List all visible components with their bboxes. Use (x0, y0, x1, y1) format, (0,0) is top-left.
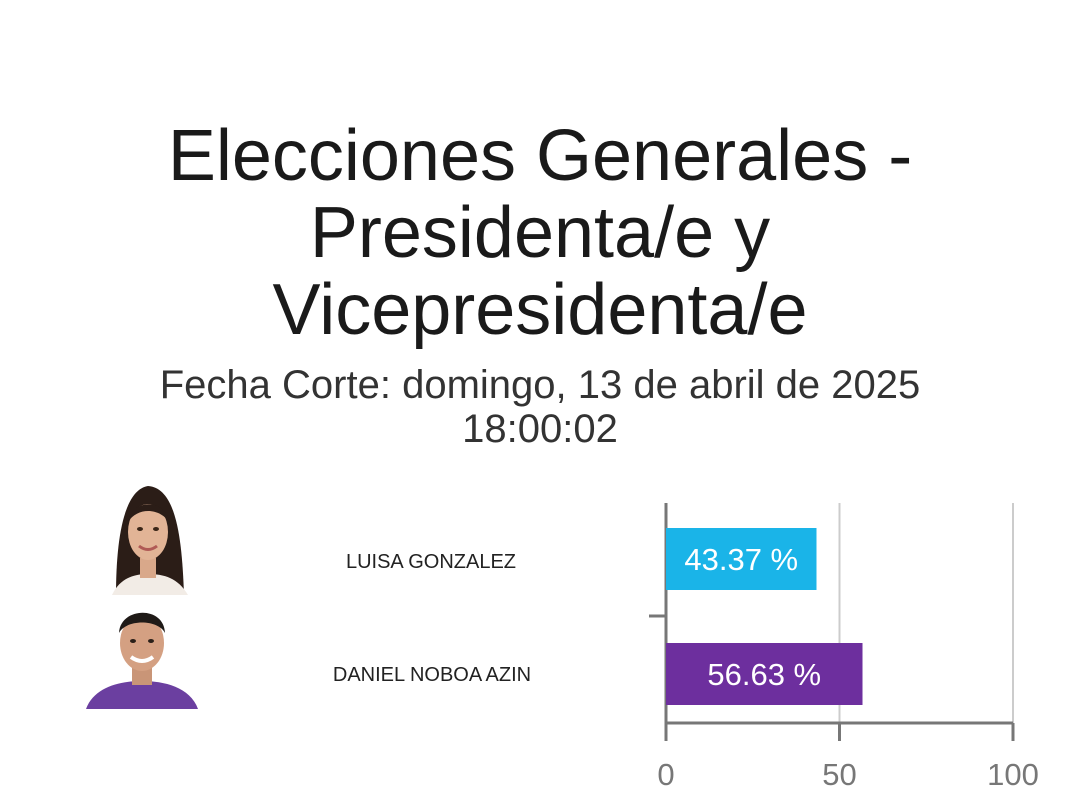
x-tick-label-0: 0 (657, 757, 674, 792)
x-tick-label-50: 50 (822, 757, 856, 792)
bar-value-label-0: 43.37 % (684, 542, 798, 577)
cutoff-date-line-1: Fecha Corte: domingo, 13 de abril de 202… (159, 363, 921, 407)
candidate-name-daniel: DANIEL NOBOA AZIN (332, 664, 532, 686)
man-portrait-icon (86, 597, 198, 709)
candidate-name-luisa: LUISA GONZALEZ (345, 551, 517, 573)
bar-daniel-noboa-azin (666, 643, 863, 705)
page-title: Elecciones Generales - Presidenta/e y Vi… (0, 118, 1080, 349)
title-line-2: Presidenta/e y (309, 193, 771, 273)
title-line-3: Vicepresidenta/e (272, 270, 808, 350)
bar-value-label-1: 56.63 % (707, 657, 821, 692)
bar-luisa-gonzalez (666, 528, 817, 590)
title-line-1: Elecciones Generales - (167, 116, 913, 196)
x-tick-label-100: 100 (987, 757, 1039, 792)
cutoff-time-line: 18:00:02 (462, 407, 618, 451)
woman-portrait-icon (98, 482, 198, 595)
cutoff-date: Fecha Corte: domingo, 13 de abril de 202… (0, 363, 1080, 451)
